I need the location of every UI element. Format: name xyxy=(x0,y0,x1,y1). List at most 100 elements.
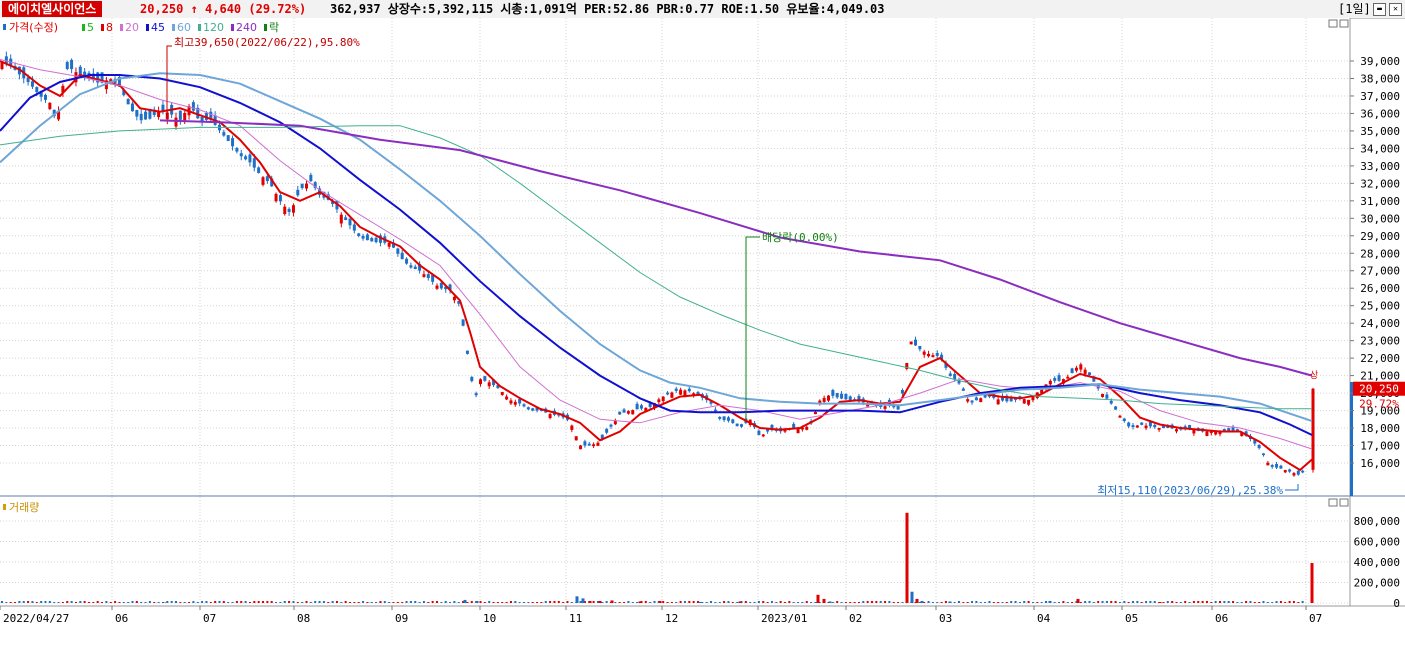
volume-bar xyxy=(588,600,592,603)
date-tick-label: 06 xyxy=(115,612,128,625)
candle xyxy=(457,301,461,307)
volume-bar xyxy=(66,601,69,603)
price-tick-label: 23,000 xyxy=(1360,335,1400,348)
volume-bar xyxy=(875,601,878,603)
candle xyxy=(1214,431,1218,436)
candle xyxy=(222,129,226,137)
volume-bar xyxy=(1249,601,1252,603)
candle xyxy=(979,397,983,403)
volume-bar xyxy=(444,601,447,603)
price-tick-label: 22,000 xyxy=(1360,352,1400,365)
candle xyxy=(283,204,287,216)
ma-legend-swatch xyxy=(101,24,104,31)
volume-bar xyxy=(505,602,508,603)
volume-bar xyxy=(1031,602,1034,603)
candle xyxy=(396,247,400,257)
candle xyxy=(1066,374,1070,379)
price-tick-label: 28,000 xyxy=(1360,247,1400,260)
volume-bar xyxy=(88,602,90,603)
candle xyxy=(909,341,913,345)
date-tick-label: 02 xyxy=(849,612,862,625)
candle xyxy=(479,378,482,387)
candle xyxy=(831,388,835,399)
candle xyxy=(900,388,904,396)
candle xyxy=(422,270,426,278)
close-icon[interactable]: ✕ xyxy=(1389,3,1402,16)
volume-bar xyxy=(1092,602,1095,603)
volume-bar xyxy=(579,601,582,603)
candle xyxy=(1057,372,1061,382)
candle xyxy=(1053,376,1057,384)
candle xyxy=(583,439,587,448)
ma-legend-swatch xyxy=(146,24,149,31)
candle xyxy=(505,394,509,401)
volume-bar xyxy=(114,601,117,603)
volume-bar xyxy=(1175,602,1178,603)
candle xyxy=(452,295,456,304)
volume-bar xyxy=(540,602,543,603)
volume-bar xyxy=(1066,602,1069,603)
volume-bar xyxy=(744,601,747,603)
volume-bar xyxy=(944,601,947,603)
volume-bar xyxy=(366,602,369,603)
volume-bar xyxy=(1123,601,1126,603)
candle xyxy=(914,336,917,346)
candle xyxy=(609,423,613,429)
volume-bar xyxy=(897,602,900,603)
volume-bar xyxy=(401,602,404,603)
volume-close-icon[interactable] xyxy=(1339,498,1349,507)
dividend-annotation: 배당락(0.00%) xyxy=(745,231,839,420)
candle xyxy=(261,175,265,187)
price-tick-label: 31,000 xyxy=(1360,195,1400,208)
volume-bar xyxy=(1288,601,1291,603)
ma-line-60 xyxy=(0,72,1313,423)
price-tick-label: 21,000 xyxy=(1360,370,1400,383)
volume-bar xyxy=(601,602,604,603)
volume-bar xyxy=(749,602,752,603)
ma-legend-label: 5 xyxy=(87,21,94,34)
volume-bar xyxy=(440,602,443,603)
ma-legend-label: 락 xyxy=(269,21,279,34)
volume-bar xyxy=(953,602,956,603)
date-tick-label: 09 xyxy=(395,612,408,625)
period-selector[interactable]: [1일] xyxy=(1338,2,1371,16)
minimize-icon[interactable]: ▬ xyxy=(1373,3,1386,16)
candle xyxy=(626,410,630,415)
volume-bar xyxy=(5,602,8,603)
panel-restore-icon[interactable] xyxy=(1328,19,1338,28)
volume-bar xyxy=(70,601,73,603)
volume-bar xyxy=(196,602,199,603)
candle xyxy=(448,283,452,294)
volume-bar xyxy=(688,601,691,603)
date-tick-label: 12 xyxy=(665,612,678,625)
ma-legend-label: 120 xyxy=(203,21,224,34)
volume-bar xyxy=(414,601,417,603)
candle xyxy=(996,396,1000,405)
candle xyxy=(1074,365,1078,373)
volume-bar xyxy=(1014,601,1017,603)
stock-name[interactable]: 에이치엘사이언스 xyxy=(2,1,103,17)
candle xyxy=(548,413,552,420)
volume-bar xyxy=(670,602,673,603)
candle xyxy=(126,98,130,105)
volume-bar xyxy=(857,602,860,603)
volume-bar xyxy=(627,601,630,603)
volume-bar xyxy=(92,602,95,603)
candle xyxy=(196,104,200,120)
volume-bar xyxy=(22,601,25,603)
ma-legend-swatch xyxy=(172,24,175,31)
last-percent: 29.72% xyxy=(1359,398,1399,411)
volume-bar xyxy=(971,601,974,603)
volume-restore-icon[interactable] xyxy=(1328,498,1338,507)
volume-bar xyxy=(44,601,47,603)
candle xyxy=(244,154,248,161)
panel-close-icon[interactable] xyxy=(1339,19,1349,28)
candle xyxy=(352,221,356,234)
volume-bar xyxy=(1236,602,1239,603)
volume-bar xyxy=(335,601,338,603)
volume-bar xyxy=(920,600,924,603)
price-tick-label: 30,000 xyxy=(1360,212,1400,225)
ma-legend-label: 240 xyxy=(236,21,257,34)
ma-legend-label: 8 xyxy=(106,21,113,34)
volume-bar xyxy=(583,601,586,603)
